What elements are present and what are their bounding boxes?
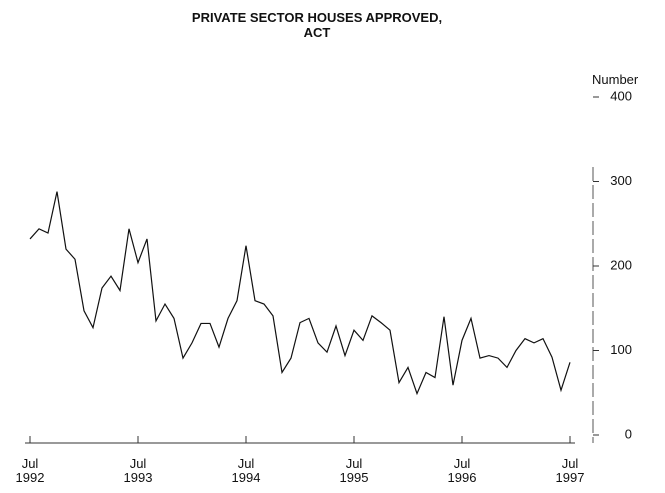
x-tick-label: Jul 1992 bbox=[15, 456, 45, 485]
x-tick-label: Jul 1997 bbox=[555, 456, 585, 485]
x-tick-label: Jul 1994 bbox=[231, 456, 261, 485]
x-tick-label: Jul 1993 bbox=[123, 456, 153, 485]
x-tick-label: Jul 1995 bbox=[339, 456, 369, 485]
y-tick-label: 100 bbox=[610, 342, 632, 357]
y-axis-label: Number bbox=[592, 72, 639, 87]
x-tick-label: Jul 1996 bbox=[447, 456, 477, 485]
y-tick-label: 200 bbox=[610, 257, 632, 272]
chart-title: PRIVATE SECTOR HOUSES APPROVED, ACT bbox=[191, 10, 443, 40]
data-line bbox=[29, 191, 571, 396]
y-tick-label: 0 bbox=[625, 426, 632, 441]
y-tick-label: 400 bbox=[610, 88, 632, 103]
y-tick-label: 300 bbox=[610, 173, 632, 188]
